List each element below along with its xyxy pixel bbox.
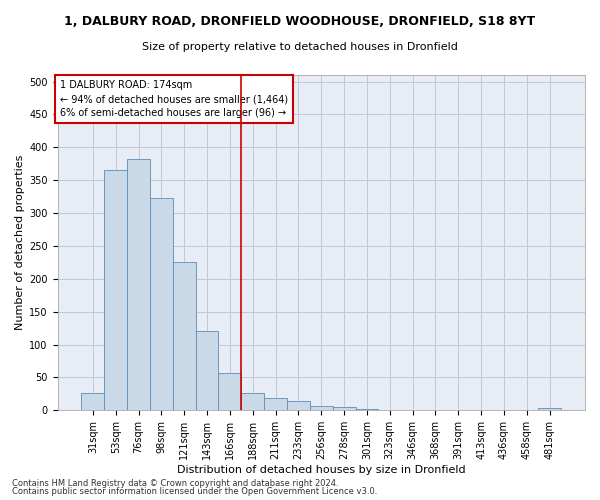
- Y-axis label: Number of detached properties: Number of detached properties: [15, 155, 25, 330]
- Text: 1 DALBURY ROAD: 174sqm
← 94% of detached houses are smaller (1,464)
6% of semi-d: 1 DALBURY ROAD: 174sqm ← 94% of detached…: [60, 80, 288, 118]
- Bar: [150, 198, 173, 410]
- Bar: [241, 394, 264, 410]
- Bar: [218, 373, 241, 410]
- Bar: [82, 392, 104, 410]
- Bar: [538, 408, 561, 410]
- Bar: [127, 159, 150, 410]
- Bar: [196, 332, 218, 410]
- Bar: [356, 409, 379, 410]
- Bar: [332, 407, 356, 410]
- Text: 1, DALBURY ROAD, DRONFIELD WOODHOUSE, DRONFIELD, S18 8YT: 1, DALBURY ROAD, DRONFIELD WOODHOUSE, DR…: [64, 15, 536, 28]
- Text: Contains public sector information licensed under the Open Government Licence v3: Contains public sector information licen…: [12, 488, 377, 496]
- Bar: [287, 401, 310, 410]
- Text: Size of property relative to detached houses in Dronfield: Size of property relative to detached ho…: [142, 42, 458, 52]
- Bar: [310, 406, 332, 410]
- Bar: [264, 398, 287, 410]
- Bar: [173, 262, 196, 410]
- Bar: [104, 170, 127, 410]
- X-axis label: Distribution of detached houses by size in Dronfield: Distribution of detached houses by size …: [177, 465, 466, 475]
- Text: Contains HM Land Registry data © Crown copyright and database right 2024.: Contains HM Land Registry data © Crown c…: [12, 478, 338, 488]
